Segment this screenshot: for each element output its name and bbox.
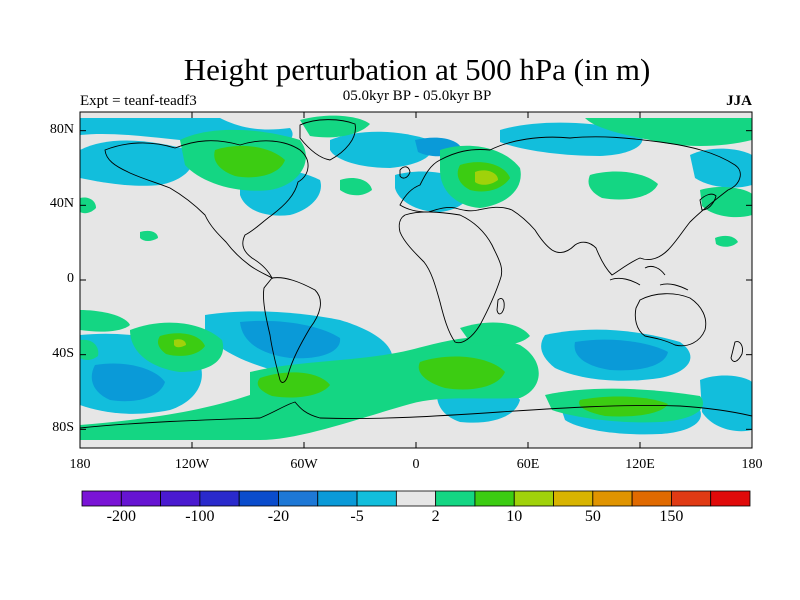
colorbar-swatch	[81, 490, 122, 507]
lon-tick-label: 0	[412, 457, 420, 472]
anomaly-region	[715, 235, 738, 247]
colorbar-swatch	[553, 490, 594, 507]
strong-positive-anomaly-regions	[158, 145, 668, 417]
anomaly-region	[585, 118, 752, 146]
colorbar-swatch	[160, 490, 201, 507]
lon-tick-label: 180	[69, 457, 91, 472]
coastline-madagascar	[496, 297, 505, 315]
lat-tick-label: 80N	[49, 121, 74, 137]
anomaly-region	[574, 339, 668, 371]
lon-tick-label: 180	[741, 457, 763, 472]
lon-tick-label: 60W	[290, 457, 318, 472]
anomaly-region	[700, 375, 752, 432]
season-label: JJA	[726, 93, 752, 109]
colorbar-swatch	[710, 490, 751, 507]
anomaly-region	[80, 310, 130, 332]
colorbar-swatch	[317, 490, 358, 507]
lon-tick-label: 120E	[625, 457, 655, 472]
anomaly-region	[300, 115, 370, 138]
anomaly-region	[330, 131, 433, 168]
anomaly-region	[214, 145, 285, 178]
plot-subtitle: 05.0kyr BP - 05.0kyr BP	[342, 88, 492, 104]
lat-tick-label: 40N	[49, 196, 74, 212]
lat-tick-label: 40S	[52, 345, 74, 361]
colorbar-swatch	[395, 490, 437, 507]
anomaly-region	[579, 396, 668, 417]
colorbar-swatch	[592, 490, 633, 507]
lon-tick-label: 60E	[516, 457, 540, 472]
plot-title: Height perturbation at 500 hPa (in m)	[183, 52, 651, 87]
anomaly-region	[80, 197, 96, 214]
anomaly-region	[91, 363, 165, 402]
colorbar-swatch	[238, 490, 279, 507]
coastline-eurasia	[399, 136, 741, 276]
colorbar-label: 10	[506, 508, 523, 525]
colorbar-swatch	[631, 490, 672, 507]
anomaly-region	[174, 339, 186, 348]
colorbar-swatch	[435, 490, 476, 507]
colorbar-swatch	[199, 490, 240, 507]
colorbar-swatch	[278, 490, 319, 507]
coastline-se-asia-islands	[609, 265, 689, 291]
anomaly-region	[418, 356, 505, 390]
lat-tick-label: 0	[67, 271, 74, 286]
anomaly-region	[475, 170, 498, 185]
colorbar-swatch	[474, 490, 515, 507]
coastline-antarctica	[80, 401, 752, 429]
lat-tick-label: 80S	[52, 420, 74, 436]
colorbar-swatch	[513, 490, 554, 507]
anomaly-region	[140, 230, 158, 241]
experiment-label: Expt = teanf-teadf3	[80, 93, 197, 109]
peak-positive-anomaly-regions	[174, 170, 498, 348]
colorbar-label: 2	[431, 508, 440, 525]
coastline-uk	[399, 166, 411, 179]
colorbar-label: -5	[350, 508, 364, 525]
coastline-south-america	[263, 277, 321, 383]
colorbar-swatch	[671, 490, 712, 507]
axis-ticks	[79, 112, 753, 448]
colorbar-swatch	[356, 490, 397, 507]
coastline-new-zealand	[730, 341, 743, 362]
anomaly-region	[340, 178, 372, 196]
anomaly-region	[588, 171, 658, 200]
colorbar-label: -100	[185, 508, 215, 525]
coastlines	[80, 119, 752, 429]
colorbar-label: -20	[267, 508, 290, 525]
anomaly-region	[500, 122, 643, 156]
colorbar-label: 150	[659, 508, 684, 525]
anomaly-region	[240, 320, 341, 359]
coastline-japan	[699, 193, 717, 211]
anomaly-region	[257, 372, 330, 398]
colorbar-swatch	[120, 490, 161, 507]
coastline-australia	[634, 293, 707, 347]
colorbar-label: 50	[584, 508, 601, 525]
coastline-africa	[398, 211, 503, 344]
colorbar-label: -200	[106, 508, 136, 525]
colorbar	[81, 490, 751, 507]
lon-tick-label: 120W	[174, 457, 210, 472]
anomaly-region	[690, 148, 752, 188]
coastline-greenland	[299, 119, 356, 161]
coastline-north-america	[104, 140, 309, 280]
anomaly-region	[80, 140, 194, 186]
